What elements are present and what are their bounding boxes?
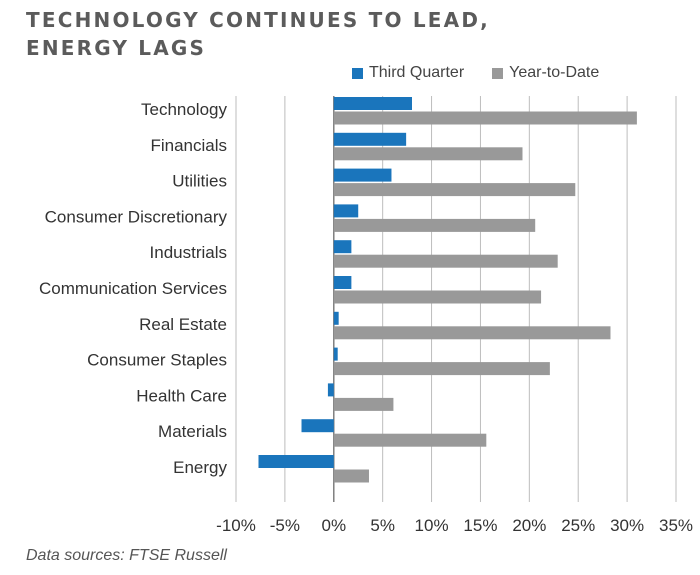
bar-year-to-date bbox=[333, 183, 576, 197]
data-source-note: Data sources: FTSE Russell bbox=[26, 547, 227, 564]
bar-third-quarter bbox=[333, 204, 359, 218]
bar-year-to-date bbox=[333, 469, 369, 483]
bar-third-quarter bbox=[301, 419, 334, 433]
bar-year-to-date bbox=[333, 433, 487, 447]
legend-item-third-quarter: Third Quarter bbox=[352, 64, 464, 82]
x-tick-label: 10% bbox=[415, 516, 449, 535]
x-tick-label: 5% bbox=[370, 516, 395, 535]
x-tick-label: 0% bbox=[321, 516, 346, 535]
bar-year-to-date bbox=[333, 326, 611, 340]
bar-third-quarter bbox=[333, 347, 338, 361]
x-tick-label: 35% bbox=[659, 516, 693, 535]
category-label: Consumer Staples bbox=[87, 351, 227, 370]
category-label: Utilities bbox=[172, 172, 227, 191]
x-tick-label: 25% bbox=[561, 516, 595, 535]
bar-third-quarter bbox=[258, 455, 334, 468]
category-label: Consumer Discretionary bbox=[45, 207, 228, 226]
category-label: Health Care bbox=[136, 386, 227, 405]
x-tick-label: 30% bbox=[610, 516, 644, 535]
legend-label-year-to-date: Year-to-Date bbox=[509, 64, 600, 81]
bar-third-quarter bbox=[333, 168, 392, 182]
bar-year-to-date bbox=[333, 397, 394, 411]
category-label: Technology bbox=[141, 100, 228, 119]
x-tick-label: -10% bbox=[216, 516, 256, 535]
legend-label-third-quarter: Third Quarter bbox=[369, 64, 465, 81]
bar-third-quarter bbox=[327, 383, 334, 397]
bar-year-to-date bbox=[333, 254, 558, 268]
legend-item-year-to-date: Year-to-Date bbox=[492, 64, 599, 82]
bar-third-quarter bbox=[333, 97, 412, 110]
category-label: Real Estate bbox=[139, 315, 227, 334]
legend-swatch-year-to-date bbox=[492, 67, 504, 79]
bar-year-to-date bbox=[333, 218, 536, 232]
bar-third-quarter bbox=[333, 311, 339, 325]
category-label: Energy bbox=[173, 458, 227, 477]
legend: Third Quarter Year-to-Date bbox=[352, 64, 627, 82]
x-tick-label: -5% bbox=[270, 516, 300, 535]
category-label: Communication Services bbox=[39, 279, 227, 298]
x-tick-label: 15% bbox=[463, 516, 497, 535]
category-label: Financials bbox=[150, 136, 227, 155]
bar-year-to-date bbox=[333, 290, 542, 304]
bar-third-quarter bbox=[333, 240, 352, 254]
bar-year-to-date bbox=[333, 147, 523, 161]
bar-third-quarter bbox=[333, 276, 352, 289]
bar-third-quarter bbox=[333, 132, 407, 146]
chart-title-line-2: ENERGY LAGS bbox=[26, 36, 207, 60]
x-tick-label: 20% bbox=[512, 516, 546, 535]
bar-year-to-date bbox=[333, 111, 637, 125]
legend-swatch-third-quarter bbox=[352, 67, 363, 79]
chart-title-line-1: TECHNOLOGY CONTINUES TO LEAD, bbox=[26, 8, 490, 32]
bar-year-to-date bbox=[333, 362, 550, 376]
chart-title: TECHNOLOGY CONTINUES TO LEAD, ENERGY LAG… bbox=[26, 6, 490, 62]
category-label: Industrials bbox=[150, 243, 227, 262]
category-label: Materials bbox=[158, 422, 227, 441]
